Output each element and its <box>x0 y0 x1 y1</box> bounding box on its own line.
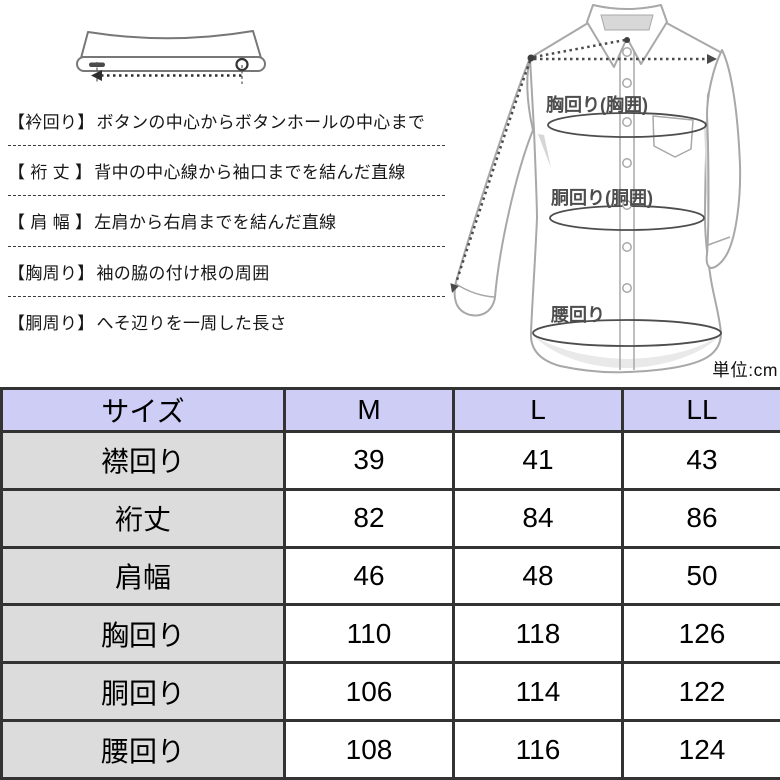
table-header-cell: M <box>283 387 455 433</box>
table-value-cell: 108 <box>283 719 455 780</box>
table-label-cell: 胸回り <box>0 603 286 665</box>
table-value-cell: 116 <box>452 719 624 780</box>
shirt-hem-shade <box>531 334 721 368</box>
table-value-cell: 82 <box>283 487 455 549</box>
table-row: 肩幅 46 48 50 <box>0 545 780 607</box>
definition-term: 【胴周り】 <box>8 314 95 334</box>
table-row: 腰回り 108 116 124 <box>0 719 780 780</box>
table-label-cell: 腰回り <box>0 719 286 780</box>
measurement-definition: 【胴周り】 へそ辺りを一周した長さ <box>8 297 445 347</box>
table-value-cell: 114 <box>452 661 624 723</box>
chest-ellipse <box>547 112 707 138</box>
arrow-right-icon <box>707 54 717 64</box>
shirt-diagram: 胸回り(胸囲) 胴回り(胴囲) 腰回り <box>450 4 742 374</box>
chest-label: 胸回り(胸囲) <box>546 94 648 115</box>
table-row: 裄丈 82 84 86 <box>0 487 780 549</box>
table-label-cell: 襟回り <box>0 430 286 491</box>
definition-description: 袖の脇の付け根の周囲 <box>96 263 270 283</box>
measurement-definition: 【衿回り】 ボタンの中心からボタンホールの中心まで <box>8 96 445 147</box>
size-table-section: サイズ M L LL 襟回り 39 41 43 裄丈 82 84 86 肩幅 46 48 50 胸回り 110 1… <box>0 387 780 780</box>
table-value-cell: 110 <box>283 603 455 665</box>
size-table: サイズ M L LL 襟回り 39 41 43 裄丈 82 84 86 肩幅 46 48 50 胸回り 110 1… <box>0 387 780 780</box>
left-cuff <box>455 283 496 298</box>
collar-diagram <box>76 30 266 84</box>
definition-term: 【 裄 丈 】 <box>8 163 93 183</box>
table-value-cell: 126 <box>621 603 780 665</box>
definition-term: 【胸周り】 <box>8 263 95 283</box>
table-value-cell: 43 <box>621 430 780 491</box>
collar-band <box>76 56 266 72</box>
definition-description: 左肩から右肩までを結んだ直線 <box>94 213 337 233</box>
sleeve-length-line <box>454 60 532 284</box>
definition-description: へそ辺りを一周した長さ <box>96 314 287 334</box>
hip-ellipse <box>532 319 722 347</box>
unit-label: 単位:cm <box>712 360 778 380</box>
collar-center-dot <box>624 37 630 43</box>
definition-term: 【 肩 幅 】 <box>8 213 93 233</box>
collar-button <box>235 57 249 72</box>
measurement-definition: 【 肩 幅 】左肩から右肩までを結んだ直線 <box>8 196 445 247</box>
table-value-cell: 39 <box>283 430 455 491</box>
waist-label: 胴回り(胴囲) <box>551 188 653 208</box>
table-header-cell: L <box>452 387 624 433</box>
arrow-down-left-icon <box>450 283 459 293</box>
shirt-buttons <box>622 47 632 293</box>
table-value-cell: 118 <box>452 603 624 665</box>
table-value-cell: 106 <box>283 661 455 723</box>
shoulder-dot <box>527 54 535 62</box>
table-label-cell: 肩幅 <box>0 545 286 607</box>
table-value-cell: 46 <box>283 545 455 607</box>
right-cuff <box>707 236 731 246</box>
table-row: 襟回り 39 41 43 <box>0 430 780 491</box>
measurement-definition: 【 裄 丈 】背中の中心線から袖口までを結んだ直線 <box>8 146 445 197</box>
definition-description: 背中の中心線から袖口までを結んだ直線 <box>94 163 406 183</box>
table-value-cell: 124 <box>621 719 780 780</box>
table-label-cell: 裄丈 <box>0 487 286 549</box>
table-label-cell: 胴回り <box>0 661 286 723</box>
collar-shape <box>80 30 262 59</box>
table-row: 胸回り 110 118 126 <box>0 603 780 665</box>
table-header-row: サイズ M L LL <box>0 387 780 433</box>
table-value-cell: 41 <box>452 430 624 491</box>
left-sleeve <box>453 57 534 317</box>
hip-label: 腰回り <box>550 305 605 325</box>
table-header-cell: サイズ <box>0 387 286 433</box>
definitions-list: 【衿回り】 ボタンの中心からボタンホールの中心まで【 裄 丈 】背中の中心線から袖… <box>8 96 445 347</box>
size-table-body: 襟回り 39 41 43 裄丈 82 84 86 肩幅 46 48 50 胸回り 110 118 126 胴回り… <box>0 430 780 780</box>
chest-pocket <box>652 115 694 158</box>
table-value-cell: 48 <box>452 545 624 607</box>
definition-term: 【衿回り】 <box>8 113 95 133</box>
measurement-definition: 【胸周り】 袖の脇の付け根の周囲 <box>8 247 445 297</box>
right-sleeve <box>705 49 742 269</box>
table-value-cell: 84 <box>452 487 624 549</box>
table-row: 胴回り 106 114 122 <box>0 661 780 723</box>
definition-description: ボタンの中心からボタンホールの中心まで <box>96 113 426 133</box>
table-value-cell: 122 <box>621 661 780 723</box>
arrow-left-icon <box>91 70 102 81</box>
size-table-head: サイズ M L LL <box>0 387 780 433</box>
table-value-cell: 50 <box>621 545 780 607</box>
table-value-cell: 86 <box>621 487 780 549</box>
collar-band-shade <box>600 14 654 31</box>
table-header-cell: LL <box>621 387 780 433</box>
